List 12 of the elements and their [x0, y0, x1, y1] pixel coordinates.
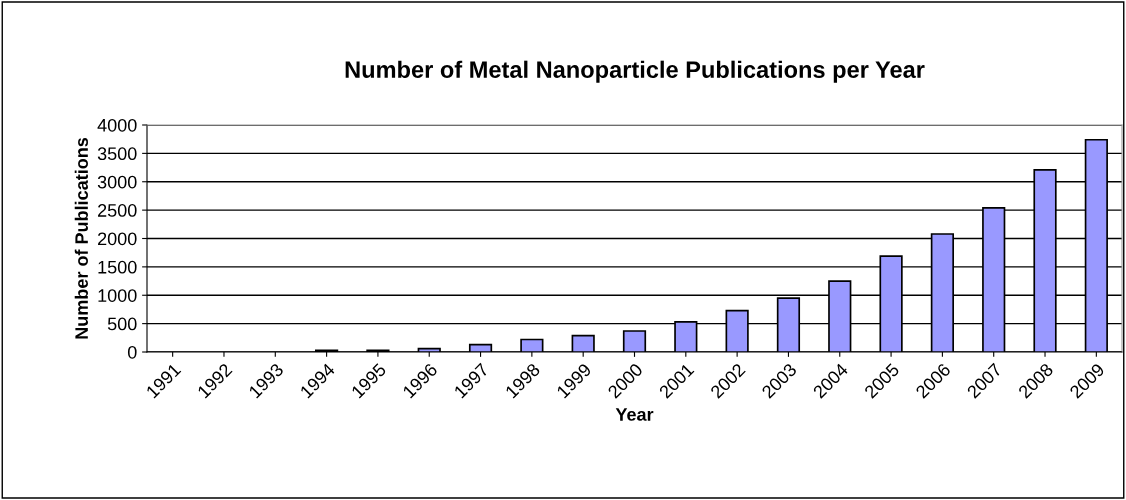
y-tick-label: 0 — [127, 345, 137, 359]
y-tick-label: 4000 — [97, 118, 137, 132]
y-tick-label: 3500 — [97, 147, 137, 161]
y-tick-label: 3000 — [97, 175, 137, 189]
x-axis-title: Year — [615, 408, 654, 421]
y-tick-label: 1500 — [98, 260, 137, 274]
y-tick-label: 2000 — [98, 232, 137, 246]
y-axis-title: Number of Publications — [74, 137, 88, 339]
y-tick-label: 2500 — [98, 204, 137, 217]
chart-title: Number of Metal Nanoparticle Publications per Year — [345, 60, 925, 83]
y-tick-label: 500 — [107, 317, 137, 331]
y-tick-label: 1000 — [98, 289, 137, 302]
